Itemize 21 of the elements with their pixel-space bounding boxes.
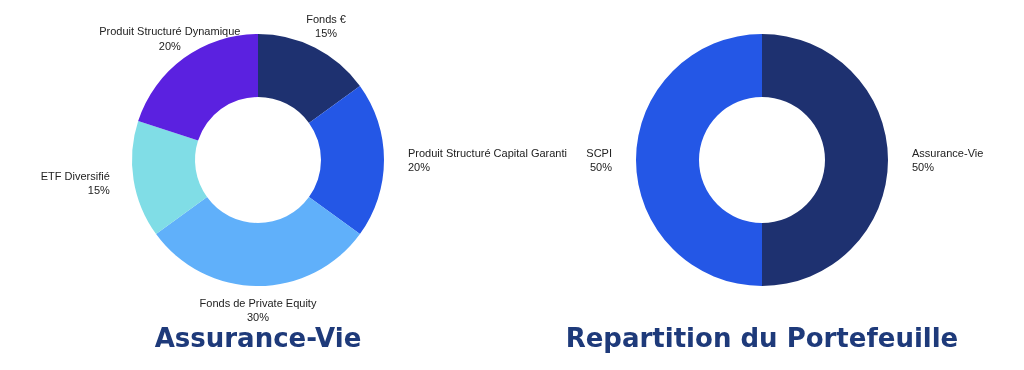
slice-label: Produit Structuré Dynamique: [99, 25, 241, 38]
data-label: 20%: [408, 161, 431, 173]
data-label: 50%: [589, 161, 613, 173]
data-label: 15%: [315, 27, 338, 40]
donut-slice: [762, 34, 888, 286]
slice-label: Fonds de Private Equity: [199, 296, 317, 309]
data-label: 30%: [246, 311, 270, 323]
slice-label: Produit Structuré Capital Garanti: [408, 146, 567, 159]
data-label: 15%: [87, 184, 111, 197]
donut-slice: [132, 121, 208, 235]
donut-slice: [636, 34, 762, 286]
data-label: 50%: [912, 161, 935, 173]
slice-label: Fonds €: [306, 13, 346, 26]
data-label: 20%: [158, 39, 182, 52]
slice-label: SCPI: [586, 146, 612, 159]
slice-label: ETF Diversifié: [40, 170, 110, 183]
text: Repartition du Portefeuille: [564, 323, 960, 353]
slice-label: Assurance-Vie: [912, 146, 984, 159]
donut-slice: [308, 85, 384, 235]
donut-slice: [156, 197, 360, 286]
text: Assurance-Vie: [153, 323, 363, 353]
